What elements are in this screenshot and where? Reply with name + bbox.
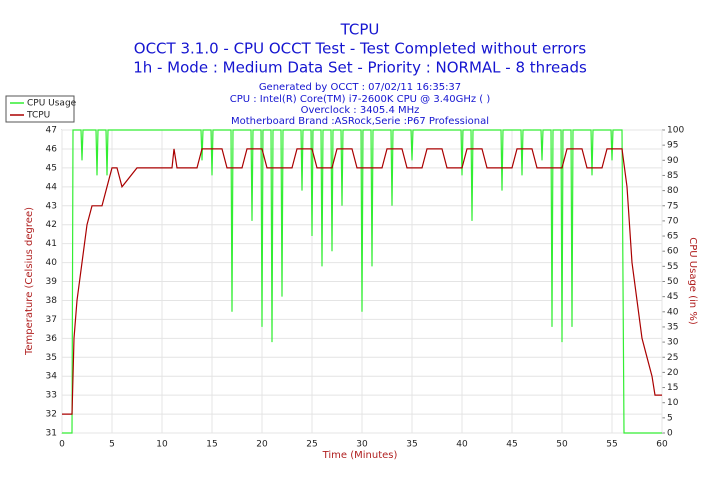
y2-tick-label: 40 [667, 307, 679, 317]
y-tick-label: 45 [46, 163, 57, 173]
info: Motherboard Brand :ASRock,Serie :P67 Pro… [231, 116, 489, 127]
y-tick-label: 40 [46, 258, 58, 268]
info: Overclock : 3405.4 MHz [301, 105, 420, 116]
y2-tick-label: 65 [667, 232, 678, 242]
x-tick-label: 20 [256, 440, 268, 450]
x-axis-label: Time (Minutes) [322, 450, 398, 461]
chart-subtitle: OCCT 3.1.0 - CPU OCCT Test - Test Comple… [134, 40, 587, 58]
y2-tick-label: 70 [667, 216, 679, 226]
y-tick-label: 38 [46, 296, 58, 306]
x-tick-label: 35 [406, 440, 417, 450]
y2-tick-label: 85 [667, 171, 678, 181]
info: CPU : Intel(R) Core(TM) i7-2600K CPU @ 3… [230, 94, 491, 105]
y2-tick-label: 60 [667, 247, 679, 257]
y-tick-label: 31 [46, 429, 57, 439]
y2-tick-label: 50 [667, 277, 679, 287]
chart-title: TCPU [340, 21, 380, 39]
y2-tick-label: 20 [667, 368, 679, 378]
y-tick-label: 32 [46, 410, 57, 420]
y-axis-label: Temperature (Celsius degree) [24, 207, 35, 356]
y-tick-label: 34 [46, 372, 58, 382]
x-tick-label: 5 [109, 440, 115, 450]
x-tick-label: 25 [306, 440, 317, 450]
y2-tick-label: 45 [667, 292, 678, 302]
chart-subtitle: 1h - Mode : Medium Data Set - Priority :… [133, 59, 587, 77]
x-tick-label: 55 [606, 440, 617, 450]
y2-tick-label: 35 [667, 322, 678, 332]
y2-tick-label: 15 [667, 383, 678, 393]
y2-tick-label: 90 [667, 156, 679, 166]
y2-tick-label: 5 [667, 413, 673, 423]
x-tick-label: 50 [556, 440, 568, 450]
y-tick-label: 39 [46, 277, 58, 287]
y2-tick-label: 80 [667, 186, 679, 196]
y-tick-label: 47 [46, 126, 57, 136]
x-tick-label: 60 [656, 440, 668, 450]
x-tick-label: 30 [356, 440, 368, 450]
x-tick-label: 0 [59, 440, 65, 450]
legend-box [5, 95, 75, 123]
y2-tick-label: 55 [667, 262, 678, 272]
y-tick-label: 37 [46, 315, 57, 325]
y-tick-label: 46 [46, 144, 58, 154]
y2-tick-label: 25 [667, 353, 678, 363]
y-tick-label: 41 [46, 239, 57, 249]
y-tick-label: 42 [46, 220, 57, 230]
legend-label: TCPU [26, 111, 50, 121]
x-tick-label: 40 [456, 440, 468, 450]
x-tick-label: 10 [156, 440, 168, 450]
legend-label: CPU Usage [27, 99, 77, 109]
y-tick-label: 35 [46, 353, 57, 363]
y2-tick-label: 75 [667, 201, 678, 211]
y2-tick-label: 0 [667, 429, 673, 439]
series-line [62, 129, 662, 434]
x-tick-label: 15 [206, 440, 217, 450]
y2-tick-label: 95 [667, 141, 678, 151]
y-tick-label: 43 [46, 201, 57, 211]
y-tick-label: 33 [46, 391, 57, 401]
y2-tick-label: 100 [667, 126, 684, 136]
series-line [62, 148, 662, 415]
y2-axis-label: CPU Usage (in %) [687, 237, 698, 325]
y2-tick-label: 30 [667, 338, 679, 348]
y2-tick-label: 10 [667, 398, 679, 408]
info: Generated by OCCT : 07/02/11 16:35:37 [259, 82, 461, 93]
x-tick-label: 45 [506, 440, 517, 450]
y-tick-label: 44 [46, 182, 58, 192]
y-tick-label: 36 [46, 334, 58, 344]
